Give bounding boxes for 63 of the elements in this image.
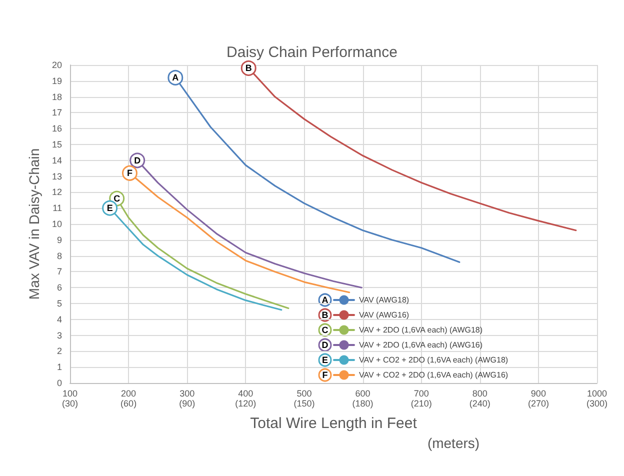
y-tick-label: 6 xyxy=(56,282,62,293)
y-tick-label: 8 xyxy=(56,250,62,261)
x2-tick-label: (210) xyxy=(410,398,432,408)
legend-label: VAV + 2DO (1,6VA each) (AWG16) xyxy=(359,340,483,350)
text: C xyxy=(322,325,328,335)
annotation: D xyxy=(134,155,142,166)
y-tick-label: 16 xyxy=(52,124,62,134)
y-tick-label: 9 xyxy=(56,234,62,245)
y-tick-label: 15 xyxy=(52,140,62,150)
y-axis-title: Max VAV in Daisy-Chain xyxy=(26,148,42,300)
y-tick-label: 11 xyxy=(52,203,62,214)
x2-tick-label: (30) xyxy=(62,398,78,408)
x-tick-label: 600 xyxy=(355,388,370,398)
legend-label: VAV (AWG16) xyxy=(359,310,410,320)
x-tick-label: 900 xyxy=(530,388,546,398)
y-tick-label: 0 xyxy=(56,378,62,388)
y-tick-label: 10 xyxy=(52,219,62,229)
y-tick-label: 14 xyxy=(52,155,62,166)
x2-tick-label: (120) xyxy=(235,398,256,408)
x-tick-label: 200 xyxy=(121,388,136,398)
text: B xyxy=(322,310,328,320)
y-tick-label: 13 xyxy=(52,171,62,182)
annotation: C xyxy=(114,194,121,204)
y-tick-label: 20 xyxy=(52,60,62,70)
legend-label: VAV + 2DO (1,6VA each) (AWG18) xyxy=(359,326,483,334)
y-tick-label: 18 xyxy=(52,92,62,102)
x-tick-label: 1000 xyxy=(586,388,608,398)
x-tick-label: 300 xyxy=(180,388,195,398)
legend-label: VAV + CO2 + 2DO (1,6VA each) (AWG18) xyxy=(359,356,508,364)
x2-tick-label: (240) xyxy=(469,398,490,408)
y-tick-label: 1 xyxy=(56,362,62,372)
x2-tick-label: (90) xyxy=(179,398,196,408)
annotation: E xyxy=(106,203,113,214)
y-tick-label: 3 xyxy=(56,330,62,340)
y-tick-label: 5 xyxy=(56,298,62,308)
y-tick-label: 2 xyxy=(56,346,62,356)
x2-tick-label: (60) xyxy=(120,398,137,408)
y-tick-label: 12 xyxy=(52,187,62,198)
text: F xyxy=(322,370,328,380)
chart-title: Daisy Chain Performance xyxy=(226,44,398,61)
x-tick-label: 100 xyxy=(62,388,78,398)
x2-axis-title: (meters) xyxy=(427,435,480,451)
text: D xyxy=(322,340,328,350)
text: E xyxy=(322,355,328,365)
x-tick-label: 500 xyxy=(296,388,312,398)
annotation: F xyxy=(126,168,133,178)
y-tick-label: 4 xyxy=(56,314,62,324)
x2-tick-label: (300) xyxy=(586,398,608,408)
y-tick-label: 7 xyxy=(56,266,62,277)
legend-label: VAV (AWG18) xyxy=(359,296,410,304)
x2-tick-label: (270) xyxy=(528,398,549,408)
y-tick-label: 19 xyxy=(52,76,62,86)
annotation: A xyxy=(172,72,180,83)
x2-tick-label: (150) xyxy=(294,398,315,408)
x-tick-label: 400 xyxy=(238,388,254,398)
legend-label: VAV + CO2 + 2DO (1,6VA each) (AWG16) xyxy=(359,370,508,380)
x-axis-title: Total Wire Length in Feet xyxy=(250,415,418,432)
y-tick-label: 17 xyxy=(52,108,62,118)
text: A xyxy=(322,295,328,305)
x2-tick-label: (180) xyxy=(352,398,374,408)
x-tick-label: 700 xyxy=(414,388,429,398)
x-tick-label: 800 xyxy=(472,388,488,398)
annotation: B xyxy=(245,63,252,74)
